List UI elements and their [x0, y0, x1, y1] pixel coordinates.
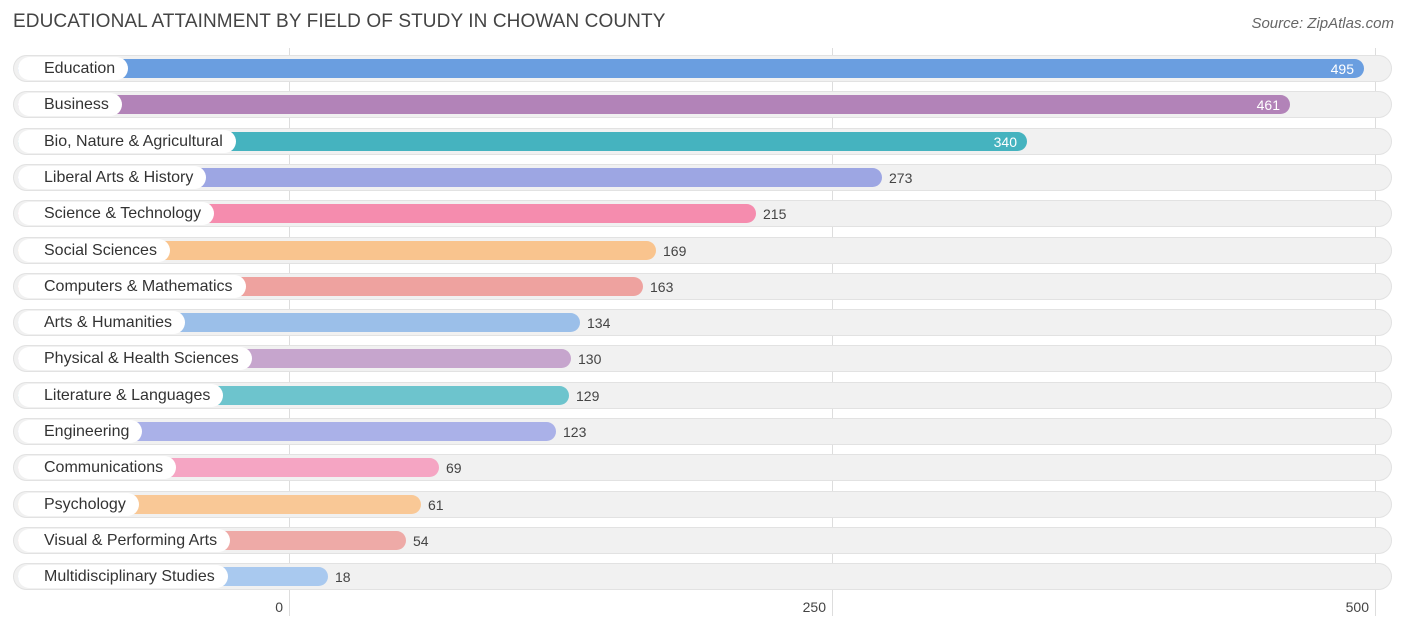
value-label: 215: [763, 206, 787, 222]
value-label: 129: [576, 388, 600, 404]
value-label: 54: [413, 533, 429, 549]
category-label: Visual & Performing Arts: [18, 529, 231, 552]
value-label: 273: [889, 170, 913, 186]
value-label: 134: [587, 315, 611, 331]
bar: [18, 168, 882, 187]
bar: [18, 422, 556, 441]
category-label: Psychology: [18, 493, 139, 516]
category-label: Business: [18, 93, 122, 116]
value-label: 169: [663, 243, 687, 259]
bar: [18, 59, 1364, 78]
category-label: Physical & Health Sciences: [18, 347, 252, 370]
value-label: 123: [563, 424, 587, 440]
category-label: Social Sciences: [18, 239, 170, 262]
value-label: 461: [1256, 97, 1280, 113]
category-label: Bio, Nature & Agricultural: [18, 130, 236, 153]
value-label: 163: [650, 279, 674, 295]
category-label: Computers & Mathematics: [18, 275, 246, 298]
source-note: Source: ZipAtlas.com: [1251, 15, 1394, 32]
value-label: 340: [993, 134, 1017, 150]
bar: [18, 132, 1027, 151]
category-label: Education: [18, 57, 129, 80]
category-label: Multidisciplinary Studies: [18, 565, 228, 588]
category-label: Communications: [18, 456, 177, 479]
value-label: 130: [578, 351, 602, 367]
value-label: 18: [335, 569, 351, 585]
category-label: Liberal Arts & History: [18, 166, 207, 189]
category-label: Literature & Languages: [18, 384, 224, 407]
bar: [18, 241, 656, 260]
category-label: Engineering: [18, 420, 143, 443]
bar: [18, 95, 1290, 114]
x-tick-label: 0: [275, 599, 283, 615]
x-tick-label: 500: [1345, 599, 1369, 615]
value-label: 495: [1330, 61, 1354, 77]
category-label: Arts & Humanities: [18, 311, 186, 334]
category-label: Science & Technology: [18, 202, 215, 225]
value-label: 69: [446, 460, 462, 476]
x-tick-label: 250: [802, 599, 826, 615]
value-label: 61: [428, 497, 444, 513]
chart-title: EDUCATIONAL ATTAINMENT BY FIELD OF STUDY…: [13, 11, 666, 32]
